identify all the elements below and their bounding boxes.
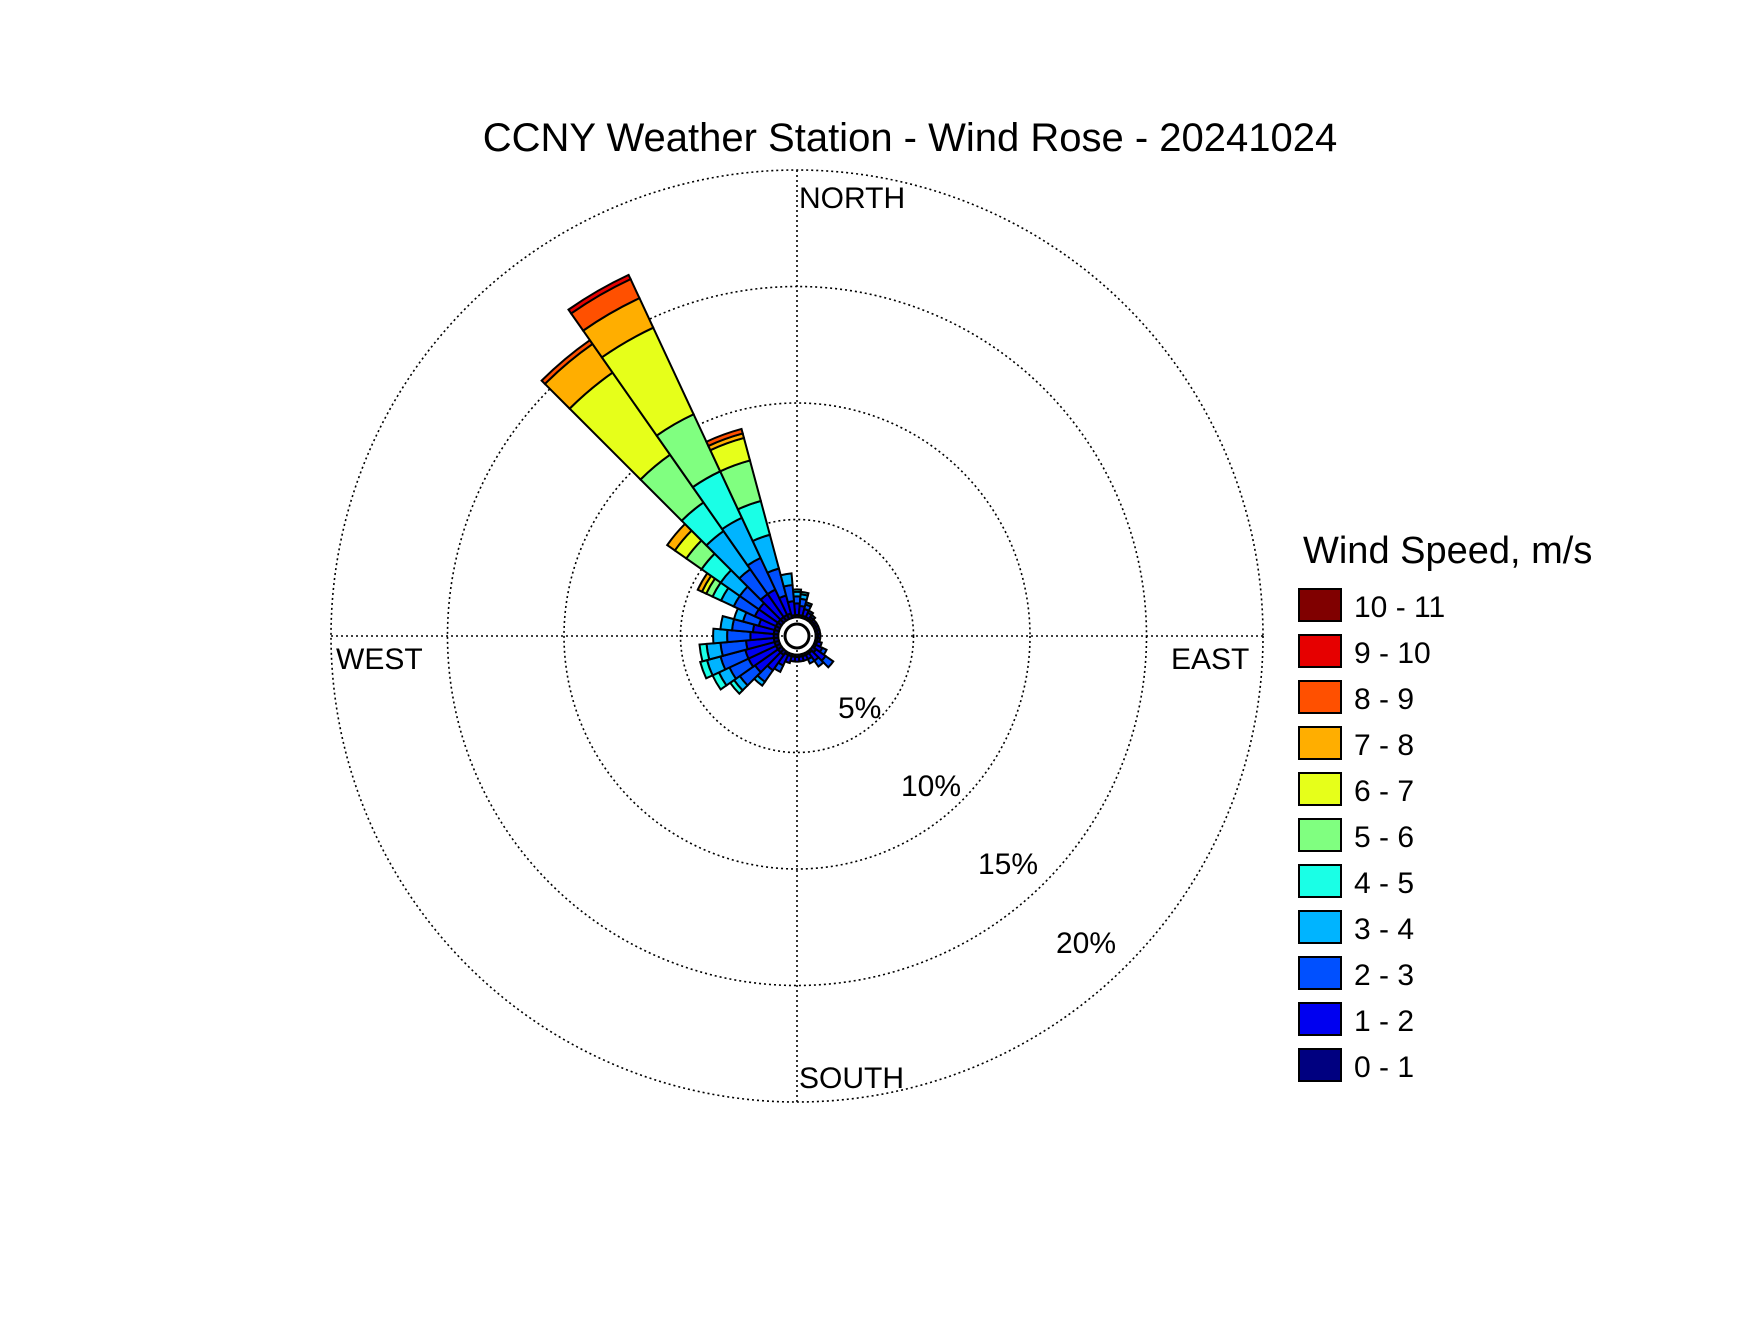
legend-swatch <box>1298 910 1342 944</box>
legend-swatch <box>1298 864 1342 898</box>
radial-tick-label: 20% <box>1056 927 1116 960</box>
north-label: NORTH <box>799 182 905 215</box>
east-label: EAST <box>1171 643 1249 676</box>
wedge-segment <box>806 655 816 665</box>
sector-330 <box>567 273 791 623</box>
legend-items: 10 - 11 9 - 10 8 - 9 7 - 8 6 - 7 5 - 6 4 - 5 3 … <box>1298 588 1445 1084</box>
legend: Wind Speed, m/s 10 - 11 9 - 10 8 - 9 7 - 8 6… <box>1298 530 1592 1084</box>
legend-label: 6 - 7 <box>1354 775 1414 808</box>
legend-label: 4 - 5 <box>1354 867 1414 900</box>
west-label: WEST <box>336 643 423 676</box>
legend-swatch <box>1298 726 1342 760</box>
legend-swatch <box>1298 680 1342 714</box>
legend-label: 7 - 8 <box>1354 729 1414 762</box>
grid-ring <box>563 402 1031 870</box>
legend-swatch <box>1298 956 1342 990</box>
calm-center-circle <box>783 622 811 650</box>
wedge-segment <box>719 614 736 632</box>
south-label: SOUTH <box>799 1062 904 1095</box>
wedge-segment <box>812 656 825 668</box>
legend-label: 10 - 11 <box>1354 591 1445 624</box>
sector-350 <box>779 572 797 620</box>
wedge-segment <box>804 601 814 608</box>
wind-sectors <box>540 273 835 696</box>
legend-label: 0 - 1 <box>1354 1051 1414 1084</box>
radial-tick-label: 5% <box>838 692 881 725</box>
legend-swatch <box>1298 818 1342 852</box>
legend-swatch <box>1298 1048 1342 1082</box>
wedge-segment <box>712 627 729 645</box>
wedge-segment <box>791 588 803 593</box>
wedge-segment <box>567 273 632 315</box>
wedge-segment <box>698 642 711 663</box>
legend-swatch <box>1298 1002 1342 1036</box>
polar-grid <box>330 169 1264 1103</box>
wedge-segment <box>808 613 817 621</box>
wedge-segment <box>705 427 744 448</box>
legend-label: 1 - 2 <box>1354 1005 1414 1038</box>
legend-label: 8 - 9 <box>1354 683 1414 716</box>
legend-label: 2 - 3 <box>1354 959 1414 992</box>
wedge-segment <box>779 572 794 588</box>
legend-label: 3 - 4 <box>1354 913 1414 946</box>
legend-swatch <box>1298 772 1342 806</box>
wedge-segment <box>799 590 810 597</box>
legend-label: 9 - 10 <box>1354 637 1431 670</box>
wedge-segment <box>820 654 835 669</box>
legend-label: 5 - 6 <box>1354 821 1414 854</box>
radial-tick-label: 15% <box>978 848 1038 881</box>
chart-title: CCNY Weather Station - Wind Rose - 20241… <box>483 116 1338 160</box>
legend-swatch <box>1298 588 1342 622</box>
legend-swatch <box>1298 634 1342 668</box>
sector-130 <box>808 645 835 669</box>
radial-tick-label: 10% <box>901 770 961 803</box>
sector-340 <box>705 427 794 621</box>
sector-320 <box>540 338 788 625</box>
wedge-segment <box>698 658 714 680</box>
grid-ring <box>679 518 915 754</box>
axis-labels: NORTH SOUTH WEST EAST 5% 10% 15% 20% <box>336 182 1249 1095</box>
legend-title: Wind Speed, m/s <box>1303 530 1592 572</box>
